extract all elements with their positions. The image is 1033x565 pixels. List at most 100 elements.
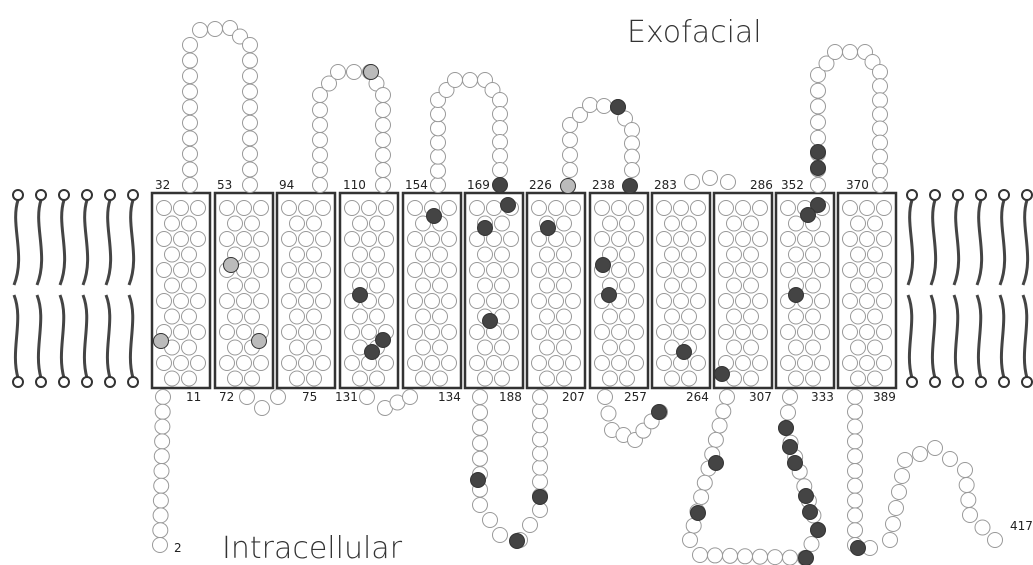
residue <box>674 201 689 216</box>
lipid-head <box>907 377 917 387</box>
residue <box>370 371 385 386</box>
residue <box>620 247 635 262</box>
residue <box>789 340 804 355</box>
lipid-head <box>930 377 940 387</box>
residue <box>313 163 328 178</box>
residue <box>532 325 547 340</box>
helix-top-number: 53 <box>217 178 232 192</box>
residue <box>806 340 821 355</box>
residue <box>629 356 644 371</box>
residue <box>153 538 168 553</box>
residue <box>228 309 243 324</box>
residue <box>629 263 644 278</box>
residue <box>541 221 556 236</box>
residue <box>493 121 508 136</box>
residue <box>473 405 488 420</box>
residue <box>182 371 197 386</box>
residue <box>533 432 548 447</box>
residue <box>691 294 706 309</box>
residue <box>781 201 796 216</box>
residue <box>843 232 858 247</box>
residue <box>255 401 270 416</box>
residue <box>595 356 610 371</box>
residue <box>851 541 866 556</box>
residue <box>183 100 198 115</box>
residue <box>282 201 297 216</box>
residue <box>370 309 385 324</box>
residue <box>682 278 697 293</box>
residue <box>868 309 883 324</box>
residue <box>376 163 391 178</box>
residue <box>220 325 235 340</box>
lipid-head <box>953 377 963 387</box>
residue <box>768 550 783 565</box>
residue <box>665 216 680 231</box>
residue <box>691 506 706 521</box>
residue <box>549 294 564 309</box>
residue <box>697 475 712 490</box>
residue <box>425 325 440 340</box>
residue <box>183 69 198 84</box>
residue <box>240 390 255 405</box>
lipid-tail <box>1000 200 1005 285</box>
residue <box>282 294 297 309</box>
residue <box>691 263 706 278</box>
residue <box>416 278 431 293</box>
residue <box>815 325 830 340</box>
residue <box>789 288 804 303</box>
residue <box>598 390 613 405</box>
residue <box>495 340 510 355</box>
residue <box>504 325 519 340</box>
residue <box>612 232 627 247</box>
helix-top-number: 352 <box>781 178 804 192</box>
residue <box>959 478 974 493</box>
residue <box>473 498 488 513</box>
residue <box>183 38 198 53</box>
residue <box>943 452 958 467</box>
helix-top-number: 94 <box>279 178 294 192</box>
residue <box>811 178 826 193</box>
residue <box>736 325 751 340</box>
residue <box>719 201 734 216</box>
residue <box>719 232 734 247</box>
residue <box>493 135 508 150</box>
residue <box>290 309 305 324</box>
residue <box>470 294 485 309</box>
residue <box>848 478 863 493</box>
residue <box>237 325 252 340</box>
residue <box>868 247 883 262</box>
residue <box>799 551 814 565</box>
residue <box>557 371 572 386</box>
residue <box>557 340 572 355</box>
residue <box>153 493 168 508</box>
residue <box>873 121 888 136</box>
residue <box>157 232 172 247</box>
residue <box>779 421 794 436</box>
residue <box>781 232 796 247</box>
residue <box>493 178 508 193</box>
residue <box>478 371 493 386</box>
residue <box>191 325 206 340</box>
residue <box>408 356 423 371</box>
residue <box>533 418 548 433</box>
residue <box>851 216 866 231</box>
exofacial-label: Exofacial <box>627 15 762 50</box>
residue <box>154 478 169 493</box>
residue <box>370 278 385 293</box>
helix-top-number: 370 <box>846 178 869 192</box>
residue <box>736 263 751 278</box>
residue <box>487 294 502 309</box>
residue <box>532 201 547 216</box>
residue <box>595 232 610 247</box>
residue <box>313 178 328 193</box>
residue <box>220 356 235 371</box>
residue <box>744 309 759 324</box>
residue <box>540 340 555 355</box>
residue <box>860 325 875 340</box>
residue <box>376 333 391 348</box>
residue <box>708 432 723 447</box>
residue <box>532 294 547 309</box>
residue <box>155 434 170 449</box>
residue <box>379 294 394 309</box>
residue <box>557 247 572 262</box>
